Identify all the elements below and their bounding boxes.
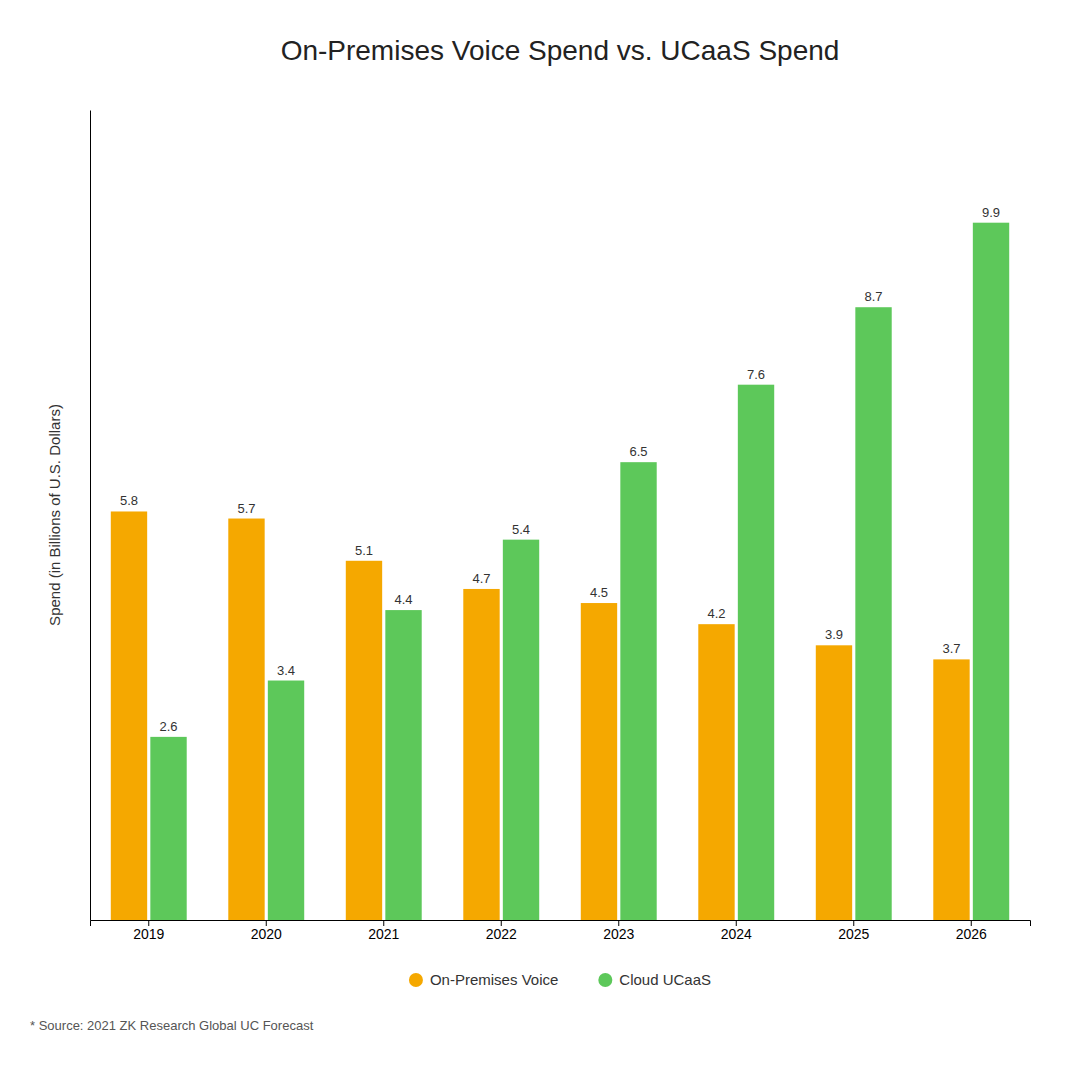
x-tick: 2026 <box>956 920 987 942</box>
x-tick: 2025 <box>838 920 869 942</box>
x-tick: 2023 <box>603 920 634 942</box>
y-axis <box>90 111 91 921</box>
data-label: 7.6 <box>747 367 765 382</box>
y-axis-title: Spend (in Billions of U.S. Dollars) <box>46 404 63 626</box>
data-label: 6.5 <box>629 444 647 459</box>
legend-item: Cloud UCaaS <box>598 971 711 988</box>
y-axis-line <box>90 111 91 921</box>
x-tick: 2020 <box>251 920 282 942</box>
data-label: 5.7 <box>237 501 255 516</box>
legend: On-Premises Voice Cloud UCaaS <box>409 971 711 988</box>
x-axis-line <box>91 921 1031 927</box>
bar <box>855 307 891 920</box>
bar <box>816 645 852 920</box>
x-axis: 2019 2020 2021 2022 2023 2024 2025 2026 <box>91 920 1031 942</box>
data-labels: 5.8 2.6 5.7 3.4 5.1 4.4 4.7 5.4 4.5 6.5 4.2 7.6 3.9 8… <box>120 205 1000 734</box>
legend-swatch <box>598 973 612 987</box>
data-label: 8.7 <box>864 289 882 304</box>
x-tick-label: 2025 <box>838 926 869 942</box>
x-tick-label: 2020 <box>251 926 282 942</box>
bar <box>385 610 421 920</box>
bar <box>973 223 1009 920</box>
bar <box>228 519 264 920</box>
bar <box>346 561 382 920</box>
x-tick-label: 2024 <box>721 926 752 942</box>
chart: 5.8 2.6 5.7 3.4 5.1 4.4 4.7 5.4 4.5 6.5 4.2 7.6 3.9 8… <box>0 0 1070 1070</box>
legend-label: Cloud UCaaS <box>619 971 711 988</box>
data-label: 9.9 <box>982 205 1000 220</box>
data-label: 5.8 <box>120 493 138 508</box>
bar <box>698 624 734 920</box>
x-tick-label: 2021 <box>368 926 399 942</box>
data-label: 3.9 <box>825 627 843 642</box>
legend-swatch <box>409 973 423 987</box>
bars <box>111 223 1009 920</box>
bar <box>150 737 186 920</box>
data-label: 4.4 <box>394 592 412 607</box>
x-tick: 2019 <box>133 920 164 942</box>
data-label: 4.7 <box>472 571 490 586</box>
data-label: 5.1 <box>355 543 373 558</box>
x-tick-label: 2019 <box>133 926 164 942</box>
data-label: 4.2 <box>707 606 725 621</box>
annotation: * Source: 2021 ZK Research Global UC For… <box>30 1018 314 1033</box>
bar <box>620 462 656 920</box>
legend-item: On-Premises Voice <box>409 971 558 988</box>
x-tick-label: 2022 <box>486 926 517 942</box>
bar <box>503 540 539 920</box>
x-tick-label: 2023 <box>603 926 634 942</box>
x-tick: 2024 <box>721 920 752 942</box>
x-tick: 2021 <box>368 920 399 942</box>
bar <box>111 511 147 920</box>
bar <box>738 385 774 920</box>
bar <box>463 589 499 920</box>
data-label: 3.7 <box>942 641 960 656</box>
x-tick-label: 2026 <box>956 926 987 942</box>
bar <box>933 659 969 920</box>
plot: 5.8 2.6 5.7 3.4 5.1 4.4 4.7 5.4 4.5 6.5 4.2 7.6 3.9 8… <box>91 111 1031 942</box>
bar <box>268 681 304 920</box>
x-tick: 2022 <box>486 920 517 942</box>
data-label: 2.6 <box>159 719 177 734</box>
data-label: 3.4 <box>277 663 295 678</box>
bar <box>581 603 617 920</box>
data-label: 5.4 <box>512 522 530 537</box>
title: On-Premises Voice Spend vs. UCaaS Spend <box>281 35 840 66</box>
data-label: 4.5 <box>590 585 608 600</box>
legend-label: On-Premises Voice <box>430 971 558 988</box>
